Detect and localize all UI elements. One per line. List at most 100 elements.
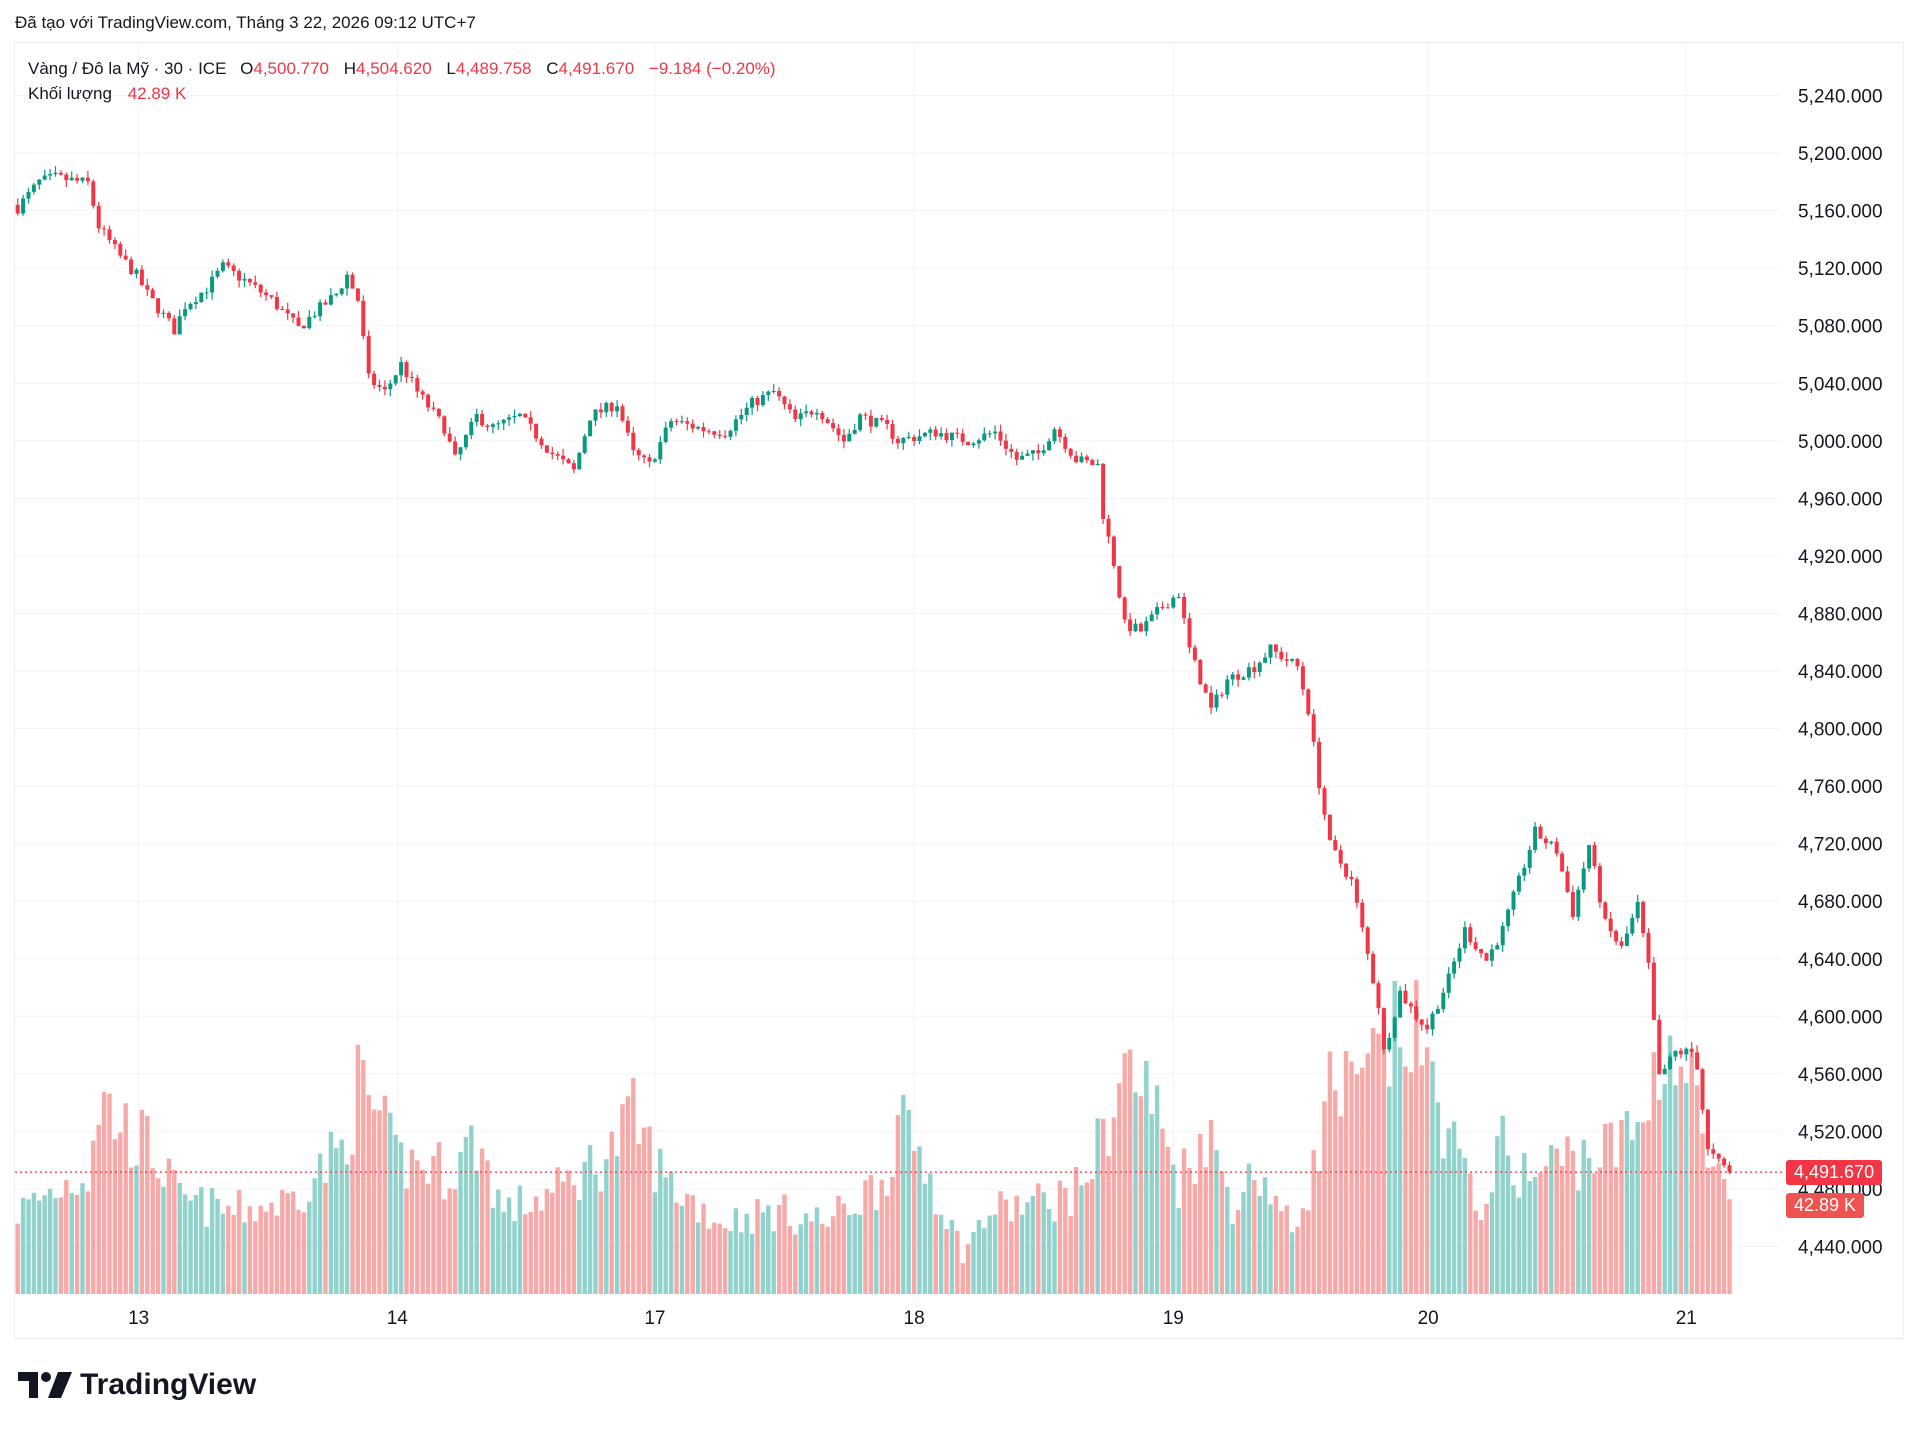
volume-bar [1495, 1136, 1500, 1294]
candle-body [469, 421, 474, 436]
volume-bar [949, 1219, 955, 1294]
volume-bar [1424, 1047, 1430, 1294]
candle-body [1641, 901, 1646, 934]
volume-bar [1484, 1203, 1489, 1294]
candle-body [177, 316, 182, 335]
volume-bar [506, 1197, 512, 1294]
candle-body [1635, 901, 1640, 919]
volume-bar [1397, 1047, 1403, 1294]
y-tick-label: 4,520.000 [1798, 1122, 1883, 1143]
candle-body [971, 443, 976, 446]
volume-bar [1694, 1085, 1700, 1294]
candle-body [550, 452, 555, 455]
volume-bar [814, 1207, 820, 1294]
candle-body [1435, 1009, 1440, 1014]
candle-body [604, 402, 609, 413]
candle-body [755, 398, 760, 406]
volume-bar [998, 1191, 1003, 1294]
open-label: O [240, 59, 254, 78]
candle-body [42, 175, 47, 180]
volume-bar [253, 1221, 258, 1294]
volume-bar [744, 1213, 749, 1294]
candle-body [744, 407, 749, 415]
volume-bar [685, 1194, 690, 1294]
volume-bar [101, 1092, 107, 1294]
volume-bar [15, 1223, 20, 1294]
volume-bar [1392, 980, 1397, 1294]
candle-body [1587, 845, 1592, 869]
volume-bar [188, 1200, 193, 1294]
tradingview-logo[interactable]: TradingView [18, 1368, 256, 1402]
volume-bar [890, 1177, 895, 1294]
candle-body [679, 421, 684, 423]
volume-bar [182, 1194, 188, 1294]
candle-body [1354, 879, 1359, 903]
volume-bar [1176, 1207, 1181, 1294]
candle-body [1614, 931, 1619, 942]
candle-body [199, 292, 204, 303]
change-value: −9.184 (−0.20%) [648, 59, 776, 78]
volume-bar [1570, 1150, 1576, 1294]
volume-bar [566, 1170, 571, 1294]
candle-body [328, 295, 333, 305]
y-tick-label: 5,240.000 [1798, 87, 1883, 108]
volume-bar [1711, 1166, 1716, 1294]
volume-bar [269, 1202, 274, 1294]
candle-body [1371, 953, 1376, 984]
volume-bar [1019, 1214, 1025, 1294]
volume-bar [1181, 1148, 1187, 1294]
volume-bar [334, 1148, 339, 1294]
candle-body [1203, 684, 1208, 693]
volume-bar [1419, 1065, 1424, 1294]
candle-body [1581, 868, 1586, 890]
x-tick-label: 18 [904, 1308, 925, 1329]
volume-bar [166, 1158, 172, 1294]
volume-bar [1203, 1167, 1208, 1294]
volume-bar [1414, 980, 1419, 1294]
volume-bar [674, 1202, 679, 1294]
volume-bar [1516, 1197, 1522, 1294]
volume-bar [809, 1221, 814, 1294]
volume-bar [571, 1185, 577, 1294]
candle-body [739, 414, 744, 420]
volume-bar [220, 1213, 226, 1294]
candle-body [1668, 1056, 1673, 1069]
volume-bar [199, 1187, 204, 1294]
candle-body [1052, 429, 1057, 442]
volume-bar [1333, 1090, 1338, 1294]
symbol-name[interactable]: Vàng / Đô la Mỹ · 30 · ICE [28, 59, 227, 78]
candle-body [1187, 618, 1192, 648]
volume-bar [733, 1208, 739, 1294]
y-tick-label: 4,840.000 [1798, 662, 1883, 683]
volume-bar [787, 1225, 793, 1294]
volume-bar [91, 1140, 96, 1294]
volume-bar [317, 1153, 323, 1294]
candle-body [625, 420, 630, 433]
volume-bar [1279, 1211, 1284, 1294]
candle-body [102, 228, 107, 230]
volume-bar [1549, 1144, 1554, 1294]
candle-body [447, 433, 452, 442]
ohlc-row: Vàng / Đô la Mỹ · 30 · ICE O4,500.770 H4… [28, 56, 779, 81]
candle-body [588, 420, 593, 437]
volume-bar [1603, 1123, 1608, 1294]
candle-body [463, 435, 468, 448]
candle-body [377, 384, 382, 387]
volume-bar [1144, 1060, 1149, 1294]
candle-body [1322, 788, 1327, 815]
volume-bar [895, 1115, 901, 1294]
volume-bar [209, 1188, 215, 1294]
candle-body [1036, 450, 1041, 454]
candle-body [1246, 667, 1251, 678]
volume-bar [172, 1169, 177, 1294]
candle-body [156, 298, 161, 314]
volume-label[interactable]: Khối lượng [28, 84, 112, 103]
candle-body [339, 288, 344, 294]
y-tick-label: 4,920.000 [1798, 547, 1883, 568]
candle-body [1722, 1158, 1727, 1166]
volume-bar [382, 1095, 388, 1294]
candle-body [561, 455, 566, 460]
volume-bar [1554, 1148, 1559, 1294]
